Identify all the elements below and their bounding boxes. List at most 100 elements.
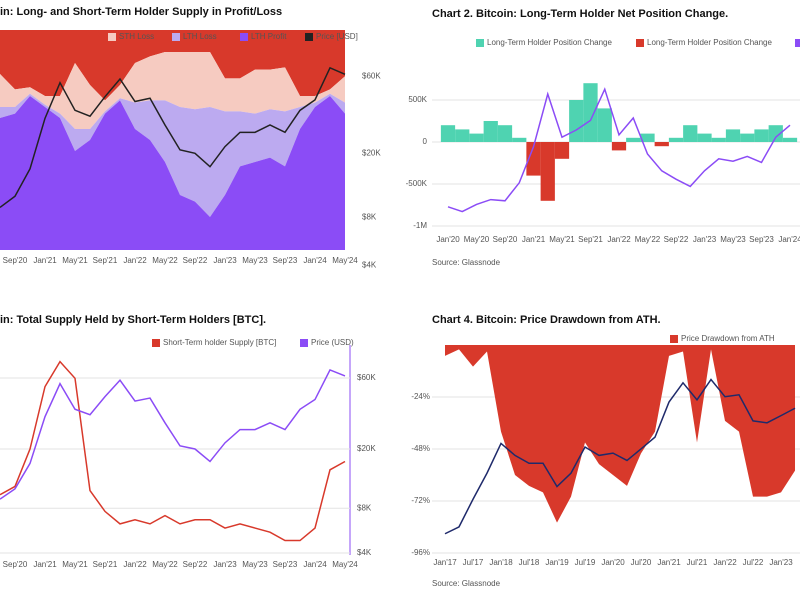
area: [0, 93, 345, 217]
legend-swatch: [240, 33, 248, 41]
source: Source: Glassnode: [432, 579, 501, 588]
bar: [597, 108, 612, 142]
x-tick-label: Jul'17: [463, 558, 484, 567]
x-tick-label: Jan'24: [303, 560, 327, 569]
x-tick-label: Jan'20: [436, 235, 460, 244]
x-tick-label: Sep'21: [93, 560, 118, 569]
x-tick-label: Jan'21: [33, 560, 57, 569]
y-tick-label: -48%: [411, 444, 430, 453]
x-tick-label: Jan'24: [778, 235, 800, 244]
x-tick-label: May'24: [332, 560, 358, 569]
x-tick-label: May'23: [242, 560, 268, 569]
bar: [626, 137, 641, 142]
legend-swatch: [476, 39, 484, 47]
area: [0, 96, 345, 250]
x-tick-label: Sep'23: [273, 560, 298, 569]
legend-swatch: [795, 39, 800, 47]
area: [445, 345, 795, 523]
legend-label: Short-Term holder Supply [BTC]: [163, 338, 276, 347]
bar: [697, 133, 712, 142]
line: [0, 368, 346, 500]
bar: [469, 133, 484, 142]
legend-label: Long-Term Holder Position Change: [487, 38, 613, 47]
legend-swatch: [152, 339, 160, 347]
legend-label: STH Loss: [119, 32, 154, 41]
x-tick-label: Jan'21: [522, 235, 546, 244]
x-tick-label: Jan'22: [713, 558, 737, 567]
y-tick-label: -96%: [411, 548, 430, 557]
legend-swatch: [670, 335, 678, 343]
x-tick-label: Sep'23: [273, 256, 298, 265]
x-tick-label: May'23: [720, 235, 746, 244]
y-tick-label: -72%: [411, 496, 430, 505]
bar: [583, 83, 598, 142]
legend-swatch: [636, 39, 644, 47]
bar: [554, 142, 570, 159]
x-tick-label: May'21: [62, 560, 88, 569]
x-tick-label: Jan'22: [123, 256, 147, 265]
x-tick-label: Sep'20: [493, 235, 518, 244]
x-tick-label: May'22: [152, 256, 178, 265]
bar: [654, 142, 669, 147]
x-tick-label: Jul'19: [575, 558, 596, 567]
bar: [754, 129, 769, 142]
legend-swatch: [305, 33, 313, 41]
bar: [668, 137, 684, 142]
x-tick-label: Sep'20: [3, 256, 28, 265]
x-tick-label: Jan'23: [769, 558, 793, 567]
x-tick-label: Jul'22: [743, 558, 764, 567]
bar: [526, 142, 541, 176]
chart-title: in: Long- and Short-Term Holder Supply i…: [0, 6, 282, 18]
bar: [512, 137, 527, 142]
line: [447, 87, 791, 213]
legend-label: Long-Term Holder Position Change: [647, 38, 773, 47]
source: Source: Glassnode: [432, 258, 501, 267]
bar: [683, 125, 698, 142]
y2-tick-label: $8K: [362, 212, 377, 221]
area: [0, 52, 345, 129]
y2-tick-label: $4K: [357, 548, 372, 557]
chart-title: in: Total Supply Held by Short-Term Hold…: [0, 314, 266, 326]
bar: [640, 133, 655, 142]
x-tick-label: Jan'22: [607, 235, 631, 244]
x-tick-label: May'20: [464, 235, 490, 244]
x-tick-label: Sep'22: [183, 560, 208, 569]
x-tick-label: May'22: [635, 235, 661, 244]
bar: [455, 129, 470, 142]
y-tick-label: 500K: [408, 95, 427, 104]
bar: [740, 133, 755, 142]
legend-swatch: [300, 339, 308, 347]
bar: [611, 142, 627, 151]
x-tick-label: Jan'24: [303, 256, 327, 265]
x-tick-label: Jan'19: [545, 558, 569, 567]
legend-swatch: [172, 33, 180, 41]
bar: [440, 125, 456, 142]
x-tick-label: Sep'21: [578, 235, 603, 244]
x-tick-label: Jan'17: [433, 558, 457, 567]
legend-label: Price (USD): [311, 338, 354, 347]
x-tick-label: Sep'22: [664, 235, 689, 244]
bar: [711, 137, 726, 142]
bar: [540, 142, 555, 201]
x-tick-label: Jan'20: [601, 558, 625, 567]
bar: [483, 121, 498, 142]
y2-tick-label: $8K: [357, 503, 372, 512]
line: [444, 378, 796, 535]
x-tick-label: May'23: [242, 256, 268, 265]
legend-label: LTH Profit: [251, 32, 287, 41]
bar: [569, 100, 584, 142]
chart-title: Chart 2. Bitcoin: Long-Term Holder Net P…: [432, 8, 728, 20]
x-tick-label: Jan'23: [693, 235, 717, 244]
legend-label: LTH Loss: [183, 32, 217, 41]
x-tick-label: Jan'23: [213, 560, 237, 569]
legend-label: Price [USD]: [316, 32, 358, 41]
x-tick-label: Jan'23: [213, 256, 237, 265]
x-tick-label: Jan'22: [123, 560, 147, 569]
line: [0, 360, 346, 542]
bar: [782, 137, 798, 142]
x-tick-label: May'22: [152, 560, 178, 569]
x-tick-label: Jan'21: [33, 256, 57, 265]
x-tick-label: Jul'21: [687, 558, 708, 567]
y2-tick-label: $20K: [362, 148, 381, 157]
